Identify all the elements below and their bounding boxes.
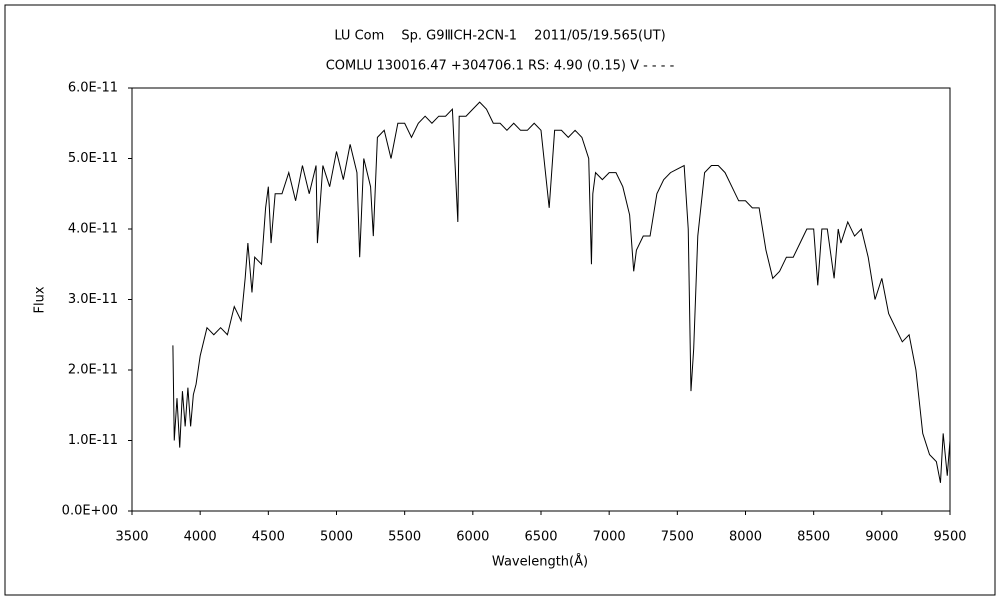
x-tick-label: 4000 (184, 530, 217, 545)
spectrum-line (172, 101, 951, 483)
x-tick-label: 8500 (797, 530, 830, 545)
x-tick-label: 6500 (524, 530, 557, 545)
x-tick-label: 7000 (593, 530, 626, 545)
y-tick-label: 3.0E-11 (68, 292, 118, 307)
x-tick-label: 7500 (661, 530, 694, 545)
x-axis-label: Wavelength(Å) (492, 554, 588, 570)
x-tick-label: 4500 (252, 530, 285, 545)
y-tick-label: 5.0E-11 (68, 151, 118, 166)
x-tick-label: 3500 (115, 530, 148, 545)
x-tick-label: 9500 (933, 530, 966, 545)
chart-title: LU Com Sp. G9ⅢCH-2CN-1 2011/05/19.565(UT… (334, 29, 665, 44)
x-tick-label: 9000 (865, 530, 898, 545)
plot-frame (131, 87, 951, 512)
y-tick-label: 2.0E-11 (68, 363, 118, 378)
y-tick-label: 1.0E-11 (68, 433, 118, 448)
x-tick-label: 5500 (388, 530, 421, 545)
chart-subtitle: COMLU 130016.47 +304706.1 RS: 4.90 (0.15… (326, 59, 675, 74)
y-tick-label: 4.0E-11 (68, 222, 118, 237)
y-tick-label: 0.0E+00 (62, 504, 118, 519)
y-axis-label: Flux (33, 286, 48, 313)
x-tick-label: 5000 (320, 530, 353, 545)
outer-frame (4, 4, 996, 596)
x-tick-label: 8000 (729, 530, 762, 545)
x-tick-label: 6000 (456, 530, 489, 545)
y-tick-label: 6.0E-11 (68, 81, 118, 96)
